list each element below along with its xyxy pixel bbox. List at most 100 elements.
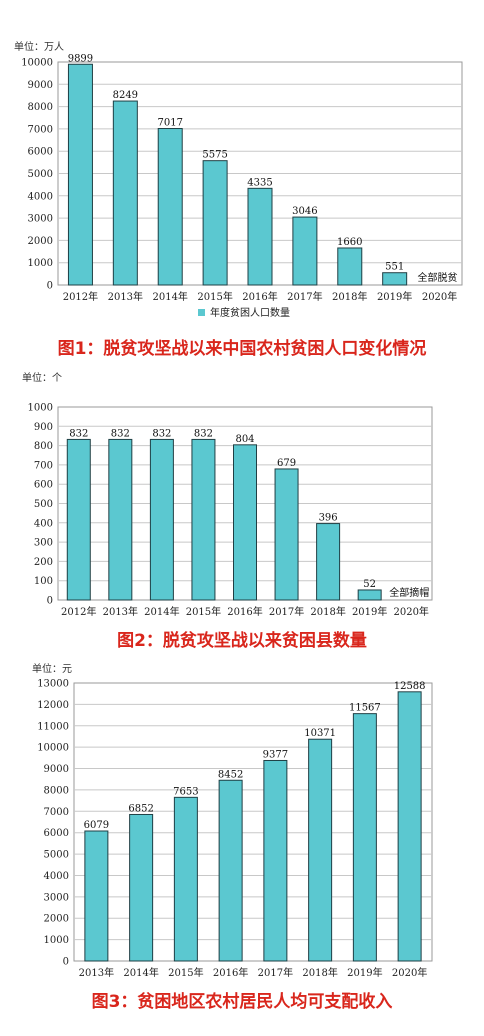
chart-panel-2: 单位：个 0 100 200 300 400 500 600 700 800 900 1000 832… <box>0 360 484 630</box>
plot-frame <box>73 682 433 962</box>
data-label: 804 <box>235 434 254 445</box>
legend-swatch <box>198 309 205 316</box>
y-tick-label: 5000 <box>28 169 53 180</box>
chart-1: 0 1000 2000 3000 4000 5000 6000 7000 8000 9000 100… <box>21 53 463 319</box>
x-tick-label: 2017年 <box>258 966 293 979</box>
data-label: 6852 <box>128 803 153 814</box>
data-label: 832 <box>152 428 171 439</box>
x-tick-label: 2015年 <box>197 290 232 303</box>
data-label: 7653 <box>173 786 198 797</box>
data-label: 8249 <box>113 90 138 101</box>
chart-panel-3: 单位：元 0 1000 2000 3000 4000 5000 6000 7000 8000 90… <box>0 655 484 985</box>
bar <box>66 438 91 601</box>
bar <box>218 779 243 962</box>
data-label: 551 <box>385 262 404 273</box>
y-tick-label: 10000 <box>37 743 69 754</box>
bar <box>157 128 183 286</box>
y-tick-label: 5000 <box>44 850 69 861</box>
bar <box>308 738 333 962</box>
y-tick-label: 2000 <box>44 914 69 925</box>
data-label: 9377 <box>263 749 288 760</box>
bar <box>149 438 174 601</box>
bar <box>129 813 154 962</box>
x-tick-label: 2016年 <box>213 966 248 979</box>
bar <box>108 438 133 601</box>
y-tick-label: 100 <box>34 576 53 587</box>
x-tick-label: 2016年 <box>242 290 277 303</box>
bar <box>274 468 299 601</box>
x-tick-label: 2016年 <box>227 605 262 618</box>
bar <box>316 523 341 601</box>
chart-title: 图1：脱贫攻坚战以来中国农村贫困人口变化情况 <box>57 339 427 359</box>
y-tick-label: 400 <box>34 518 53 529</box>
chart-3: 0 1000 2000 3000 4000 5000 6000 7000 8000 9000 100… <box>37 679 433 979</box>
bar <box>191 438 216 601</box>
bar <box>263 759 288 962</box>
y-tick-label: 0 <box>47 281 53 292</box>
y-tick-label: 4000 <box>44 871 69 882</box>
data-label: 3046 <box>292 206 317 217</box>
chart-title: 图3：贫困地区农村居民人均可支配收入 <box>91 992 393 1012</box>
y-tick-label: 8000 <box>28 102 53 113</box>
x-tick-label: 2014年 <box>144 605 179 618</box>
data-label: 7017 <box>157 118 182 129</box>
data-label: 679 <box>277 458 296 469</box>
y-tick-label: 200 <box>34 557 53 568</box>
y-tick-label: 900 <box>34 422 53 433</box>
data-label: 12588 <box>394 681 426 692</box>
y-tick-label: 7000 <box>28 124 53 135</box>
x-tick-label: 2018年 <box>332 290 367 303</box>
y-tick-label: 8000 <box>44 785 69 796</box>
x-tick-label: 2013年 <box>108 290 143 303</box>
y-tick-label: 700 <box>34 460 53 471</box>
unit-label: 单位：个 <box>22 373 62 384</box>
x-tick-label: 2019年 <box>377 290 412 303</box>
y-tick-label: 6000 <box>28 147 53 158</box>
bar <box>112 100 138 286</box>
x-tick-label: 2017年 <box>269 605 304 618</box>
x-tick-label: 2012年 <box>63 290 98 303</box>
x-tick-label: 2013年 <box>103 605 138 618</box>
bar <box>352 713 377 962</box>
bar <box>397 691 422 962</box>
bar <box>233 444 257 601</box>
y-tick-label: 10000 <box>21 58 53 69</box>
bar <box>337 247 363 286</box>
y-tick-label: 1000 <box>28 258 53 269</box>
data-label: 1660 <box>337 237 362 248</box>
unit-label: 单位：元 <box>32 664 72 675</box>
bar <box>84 830 109 962</box>
bar <box>292 216 318 286</box>
bar <box>247 187 273 286</box>
x-tick-label: 2013年 <box>79 966 114 979</box>
data-label: 10371 <box>304 728 336 739</box>
x-tick-label: 2020年 <box>392 966 427 979</box>
legend-label: 年度贫困人口数量 <box>210 306 290 319</box>
x-tick-label: 2014年 <box>123 966 158 979</box>
data-label: 52 <box>363 579 376 590</box>
y-tick-label: 800 <box>34 441 53 452</box>
bar <box>357 589 382 601</box>
y-tick-label: 0 <box>63 957 69 968</box>
y-tick-label: 1000 <box>44 935 69 946</box>
data-label: 832 <box>111 428 130 439</box>
data-label: 6079 <box>84 820 109 831</box>
x-tick-label: 2014年 <box>152 290 187 303</box>
y-tick-label: 300 <box>34 538 53 549</box>
y-tick-label: 2000 <box>28 236 53 247</box>
bar <box>202 160 228 286</box>
x-tick-label: 2012年 <box>61 605 96 618</box>
data-label: 全部摘帽 <box>389 586 429 599</box>
bar <box>382 272 408 286</box>
y-tick-label: 3000 <box>44 892 69 903</box>
y-tick-label: 6000 <box>44 828 69 839</box>
data-label: 5575 <box>202 150 227 161</box>
y-tick-label: 7000 <box>44 807 69 818</box>
chart-panel-1: 单位：万人 0 1000 2000 3000 4000 5000 6000 7000 8000 9… <box>0 0 484 330</box>
x-tick-label: 2020年 <box>393 605 428 618</box>
y-tick-label: 11000 <box>37 721 69 732</box>
chart-2: 0 100 200 300 400 500 600 700 800 900 1000 832 2012年… <box>28 403 433 618</box>
y-tick-label: 9000 <box>44 764 69 775</box>
x-tick-label: 2018年 <box>310 605 345 618</box>
y-tick-label: 0 <box>47 596 53 607</box>
